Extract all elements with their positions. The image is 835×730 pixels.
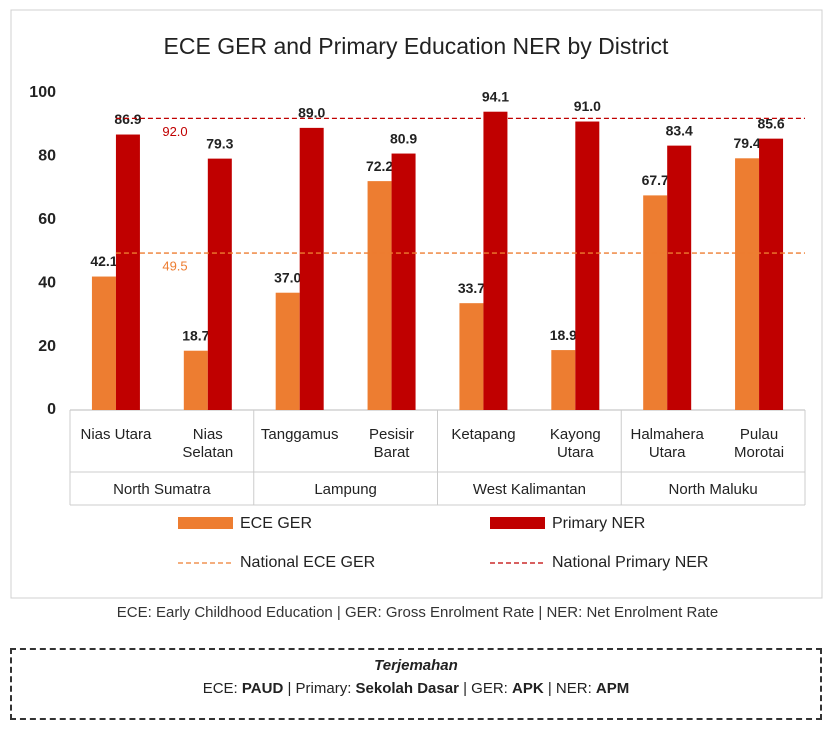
group-label: North Maluku	[669, 481, 758, 498]
bar	[367, 181, 392, 410]
x-tick-label: Nias	[193, 426, 223, 443]
data-label: 33.7	[458, 280, 485, 296]
data-label: 67.7	[642, 172, 669, 188]
legend-label: National ECE GER	[240, 554, 375, 571]
bar	[115, 134, 140, 411]
bar	[207, 158, 232, 410]
y-tick-label: 60	[38, 211, 56, 228]
data-label: 86.9	[114, 111, 141, 127]
legend-swatch	[178, 517, 233, 529]
bar	[91, 276, 116, 410]
x-tick-label: Pesisir	[369, 426, 414, 443]
translation-line: ECE: PAUD | Primary: Sekolah Dasar | GER…	[12, 680, 820, 697]
x-tick-label: Utara	[557, 444, 594, 461]
translation-segment: Sekolah Dasar	[355, 680, 459, 697]
data-label: 80.9	[390, 130, 417, 146]
bar	[391, 153, 416, 410]
data-label: 94.1	[482, 88, 509, 104]
translation-title: Terjemahan	[374, 657, 458, 674]
bar	[483, 111, 508, 410]
bar	[643, 195, 668, 410]
x-tick-label: Utara	[649, 444, 686, 461]
translation-segment: APK	[512, 680, 544, 697]
data-label: 89.0	[298, 105, 325, 121]
bar	[759, 138, 784, 410]
x-tick-label: Tanggamus	[261, 426, 339, 443]
translation-segment: | NER:	[543, 680, 596, 697]
translation-box: Terjemahan ECE: PAUD | Primary: Sekolah …	[10, 648, 822, 720]
bar	[575, 121, 600, 410]
y-tick-label: 40	[38, 274, 56, 291]
group-label: North Sumatra	[113, 481, 211, 498]
bar	[551, 350, 576, 410]
data-label: 79.4	[733, 135, 760, 151]
y-tick-label: 20	[38, 338, 56, 355]
chart-title: ECE GER and Primary Education NER by Dis…	[164, 33, 669, 59]
x-tick-label: Selatan	[182, 444, 233, 461]
translation-segment: APM	[595, 680, 630, 697]
data-label: 18.7	[182, 327, 209, 343]
bar	[735, 158, 760, 410]
reference-label: 92.0	[162, 124, 187, 139]
data-label: 18.9	[550, 327, 577, 343]
data-label: 79.3	[206, 135, 233, 151]
translation-segment: | GER:	[458, 680, 512, 697]
y-tick-label: 80	[38, 148, 56, 165]
x-tick-label: Pulau	[740, 426, 778, 443]
group-label: Lampung	[314, 481, 377, 498]
y-tick-label: 100	[29, 84, 56, 101]
data-label: 83.4	[666, 122, 693, 138]
translation-segment: | Primary:	[283, 680, 356, 697]
y-tick-label: 0	[47, 401, 56, 418]
x-tick-label: Kayong	[550, 426, 601, 443]
legend-label: ECE GER	[240, 515, 312, 532]
data-label: 85.6	[757, 115, 784, 131]
bar	[275, 292, 300, 410]
bar	[459, 303, 484, 410]
data-label: 72.2	[366, 158, 393, 174]
bar	[667, 145, 692, 410]
translation-segment: PAUD	[241, 680, 284, 697]
bar	[299, 127, 324, 411]
footnote: ECE: Early Childhood Education | GER: Gr…	[116, 604, 719, 621]
chart: ECE GER and Primary Education NER by Dis…	[10, 9, 823, 599]
bar	[183, 350, 208, 410]
data-label: 91.0	[574, 98, 601, 114]
legend-label: National Primary NER	[552, 554, 708, 571]
reference-label: 49.5	[162, 259, 187, 274]
legend-swatch	[490, 517, 545, 529]
x-tick-label: Morotai	[734, 444, 784, 461]
data-label: 42.1	[90, 253, 117, 269]
x-tick-label: Nias Utara	[81, 426, 153, 443]
data-label: 37.0	[274, 269, 301, 285]
x-tick-label: Halmahera	[631, 426, 705, 443]
translation-segment: ECE:	[202, 680, 242, 697]
group-label: West Kalimantan	[473, 481, 586, 498]
x-tick-label: Barat	[374, 444, 411, 461]
x-tick-label: Ketapang	[451, 426, 515, 443]
legend-label: Primary NER	[552, 515, 645, 532]
